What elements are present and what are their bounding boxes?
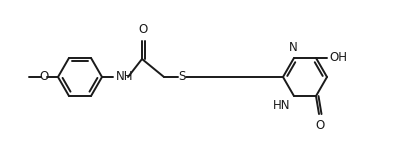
Text: OH: OH [329, 51, 347, 64]
Text: O: O [39, 71, 49, 84]
Text: NH: NH [116, 71, 134, 84]
Text: S: S [178, 71, 186, 84]
Text: N: N [289, 41, 298, 54]
Text: HN: HN [273, 99, 290, 112]
Text: O: O [316, 119, 325, 132]
Text: O: O [139, 23, 148, 36]
